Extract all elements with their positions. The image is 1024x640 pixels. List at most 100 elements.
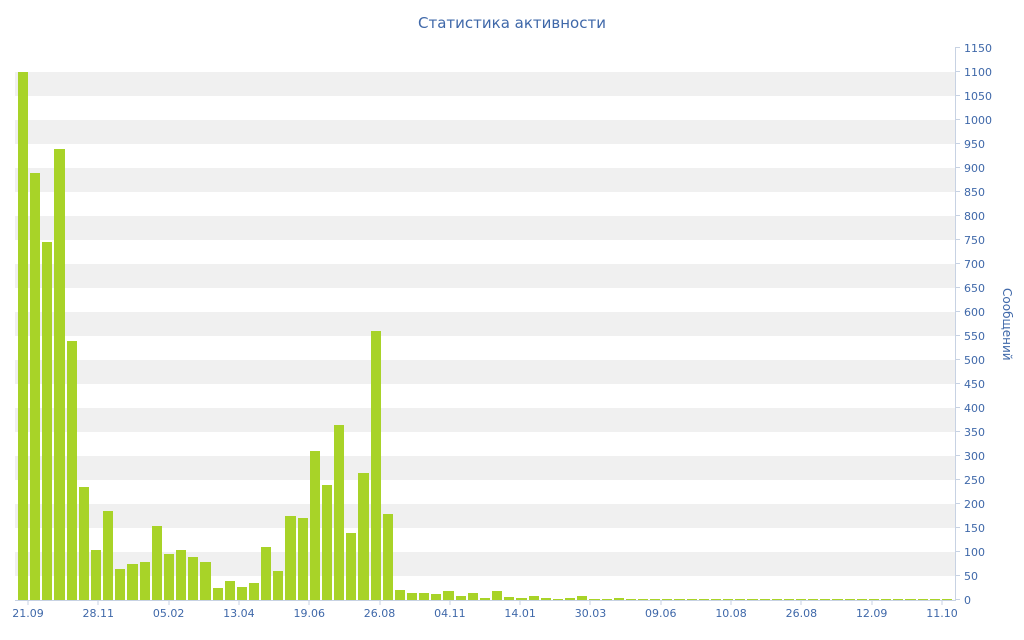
y-tick xyxy=(955,479,960,480)
bar xyxy=(868,599,880,600)
chart-title: Статистика активности xyxy=(418,14,606,32)
bar xyxy=(90,549,102,600)
bar xyxy=(358,472,369,600)
x-tick xyxy=(168,601,170,605)
y-tick xyxy=(955,407,960,408)
y-axis: 0 50 100 150 200 250 300 350 400 450 500 550 600 650 7… xyxy=(955,42,1010,607)
x-tick-label: 30.03 xyxy=(574,607,607,620)
bar xyxy=(893,599,904,600)
bar xyxy=(528,596,539,600)
bar xyxy=(309,451,320,600)
bar xyxy=(127,564,138,600)
bar xyxy=(492,591,503,600)
bar xyxy=(261,547,272,600)
x-tick xyxy=(589,601,591,605)
x-tick-label: 12.09 xyxy=(855,607,888,620)
bar xyxy=(759,599,770,600)
y-tick xyxy=(955,383,960,384)
bar xyxy=(686,599,697,600)
y-tick xyxy=(955,119,960,120)
y-tick xyxy=(955,263,960,264)
bar xyxy=(637,599,649,600)
bar xyxy=(820,599,831,600)
bar xyxy=(66,340,77,600)
bar xyxy=(18,72,29,600)
bar xyxy=(796,599,807,600)
y-tick xyxy=(955,503,960,504)
bar xyxy=(467,592,478,600)
bar xyxy=(856,599,867,600)
y-tick xyxy=(955,599,960,600)
y-tick xyxy=(955,551,960,552)
bar xyxy=(747,599,758,600)
bar xyxy=(625,599,636,600)
x-tick-label: 19.06 xyxy=(293,607,325,620)
y-tick xyxy=(955,455,960,456)
bar xyxy=(808,599,819,600)
x-tick xyxy=(97,601,99,605)
x-tick-label: 26.08 xyxy=(785,607,818,620)
bar xyxy=(176,549,187,600)
bar xyxy=(103,511,114,600)
bar xyxy=(565,597,576,600)
x-tick xyxy=(519,601,521,605)
y-tick-label: 300 xyxy=(964,449,985,463)
bar xyxy=(419,592,430,600)
bar xyxy=(504,597,515,600)
bar xyxy=(771,599,782,600)
bar xyxy=(881,599,892,600)
y-tick xyxy=(955,71,960,72)
y-tick-label: 350 xyxy=(964,425,985,439)
y-tick xyxy=(955,575,960,576)
bar xyxy=(54,148,65,600)
bar xyxy=(844,599,855,600)
bar xyxy=(30,172,41,600)
y-tick xyxy=(955,239,960,240)
x-axis: 21.09 28.11 05.02 13.04 19.06 26.08 04.11 14.01… xyxy=(12,601,958,623)
y-tick xyxy=(955,215,960,216)
bar xyxy=(224,580,235,600)
x-tick xyxy=(27,601,29,605)
y-axis-title: Сообщений xyxy=(1000,287,1014,361)
y-tick-label: 700 xyxy=(964,257,985,271)
x-tick-label: 26.08 xyxy=(363,607,396,620)
x-tick xyxy=(449,601,451,605)
bar xyxy=(455,596,466,600)
x-tick xyxy=(730,601,732,605)
x-tick xyxy=(871,601,873,605)
bar xyxy=(783,599,794,600)
bar xyxy=(151,525,162,600)
bar xyxy=(674,599,685,600)
bar xyxy=(78,487,89,600)
bar xyxy=(321,484,333,600)
x-tick-label: 13.04 xyxy=(223,607,255,620)
bar xyxy=(516,598,527,600)
bar xyxy=(698,599,709,600)
bar xyxy=(188,556,199,600)
bar xyxy=(832,599,843,600)
bar xyxy=(407,592,418,600)
bar xyxy=(552,598,564,600)
bar xyxy=(370,331,381,600)
x-tick xyxy=(238,601,240,605)
y-tick xyxy=(955,527,960,528)
y-tick-label: 1100 xyxy=(964,65,992,79)
bar xyxy=(273,571,284,600)
bar xyxy=(735,599,746,600)
y-tick xyxy=(955,191,960,192)
bar xyxy=(723,599,734,600)
x-tick xyxy=(941,601,943,605)
y-tick-label: 650 xyxy=(964,281,985,295)
bar xyxy=(917,599,928,600)
y-tick-label: 150 xyxy=(964,521,985,535)
bar xyxy=(212,588,223,600)
x-tick xyxy=(379,601,381,605)
x-tick xyxy=(308,601,310,605)
x-tick-label: 28.11 xyxy=(82,607,115,620)
bar xyxy=(346,532,357,600)
bar xyxy=(334,424,345,600)
bar xyxy=(941,599,953,600)
bar xyxy=(42,242,53,600)
bar xyxy=(905,599,916,600)
